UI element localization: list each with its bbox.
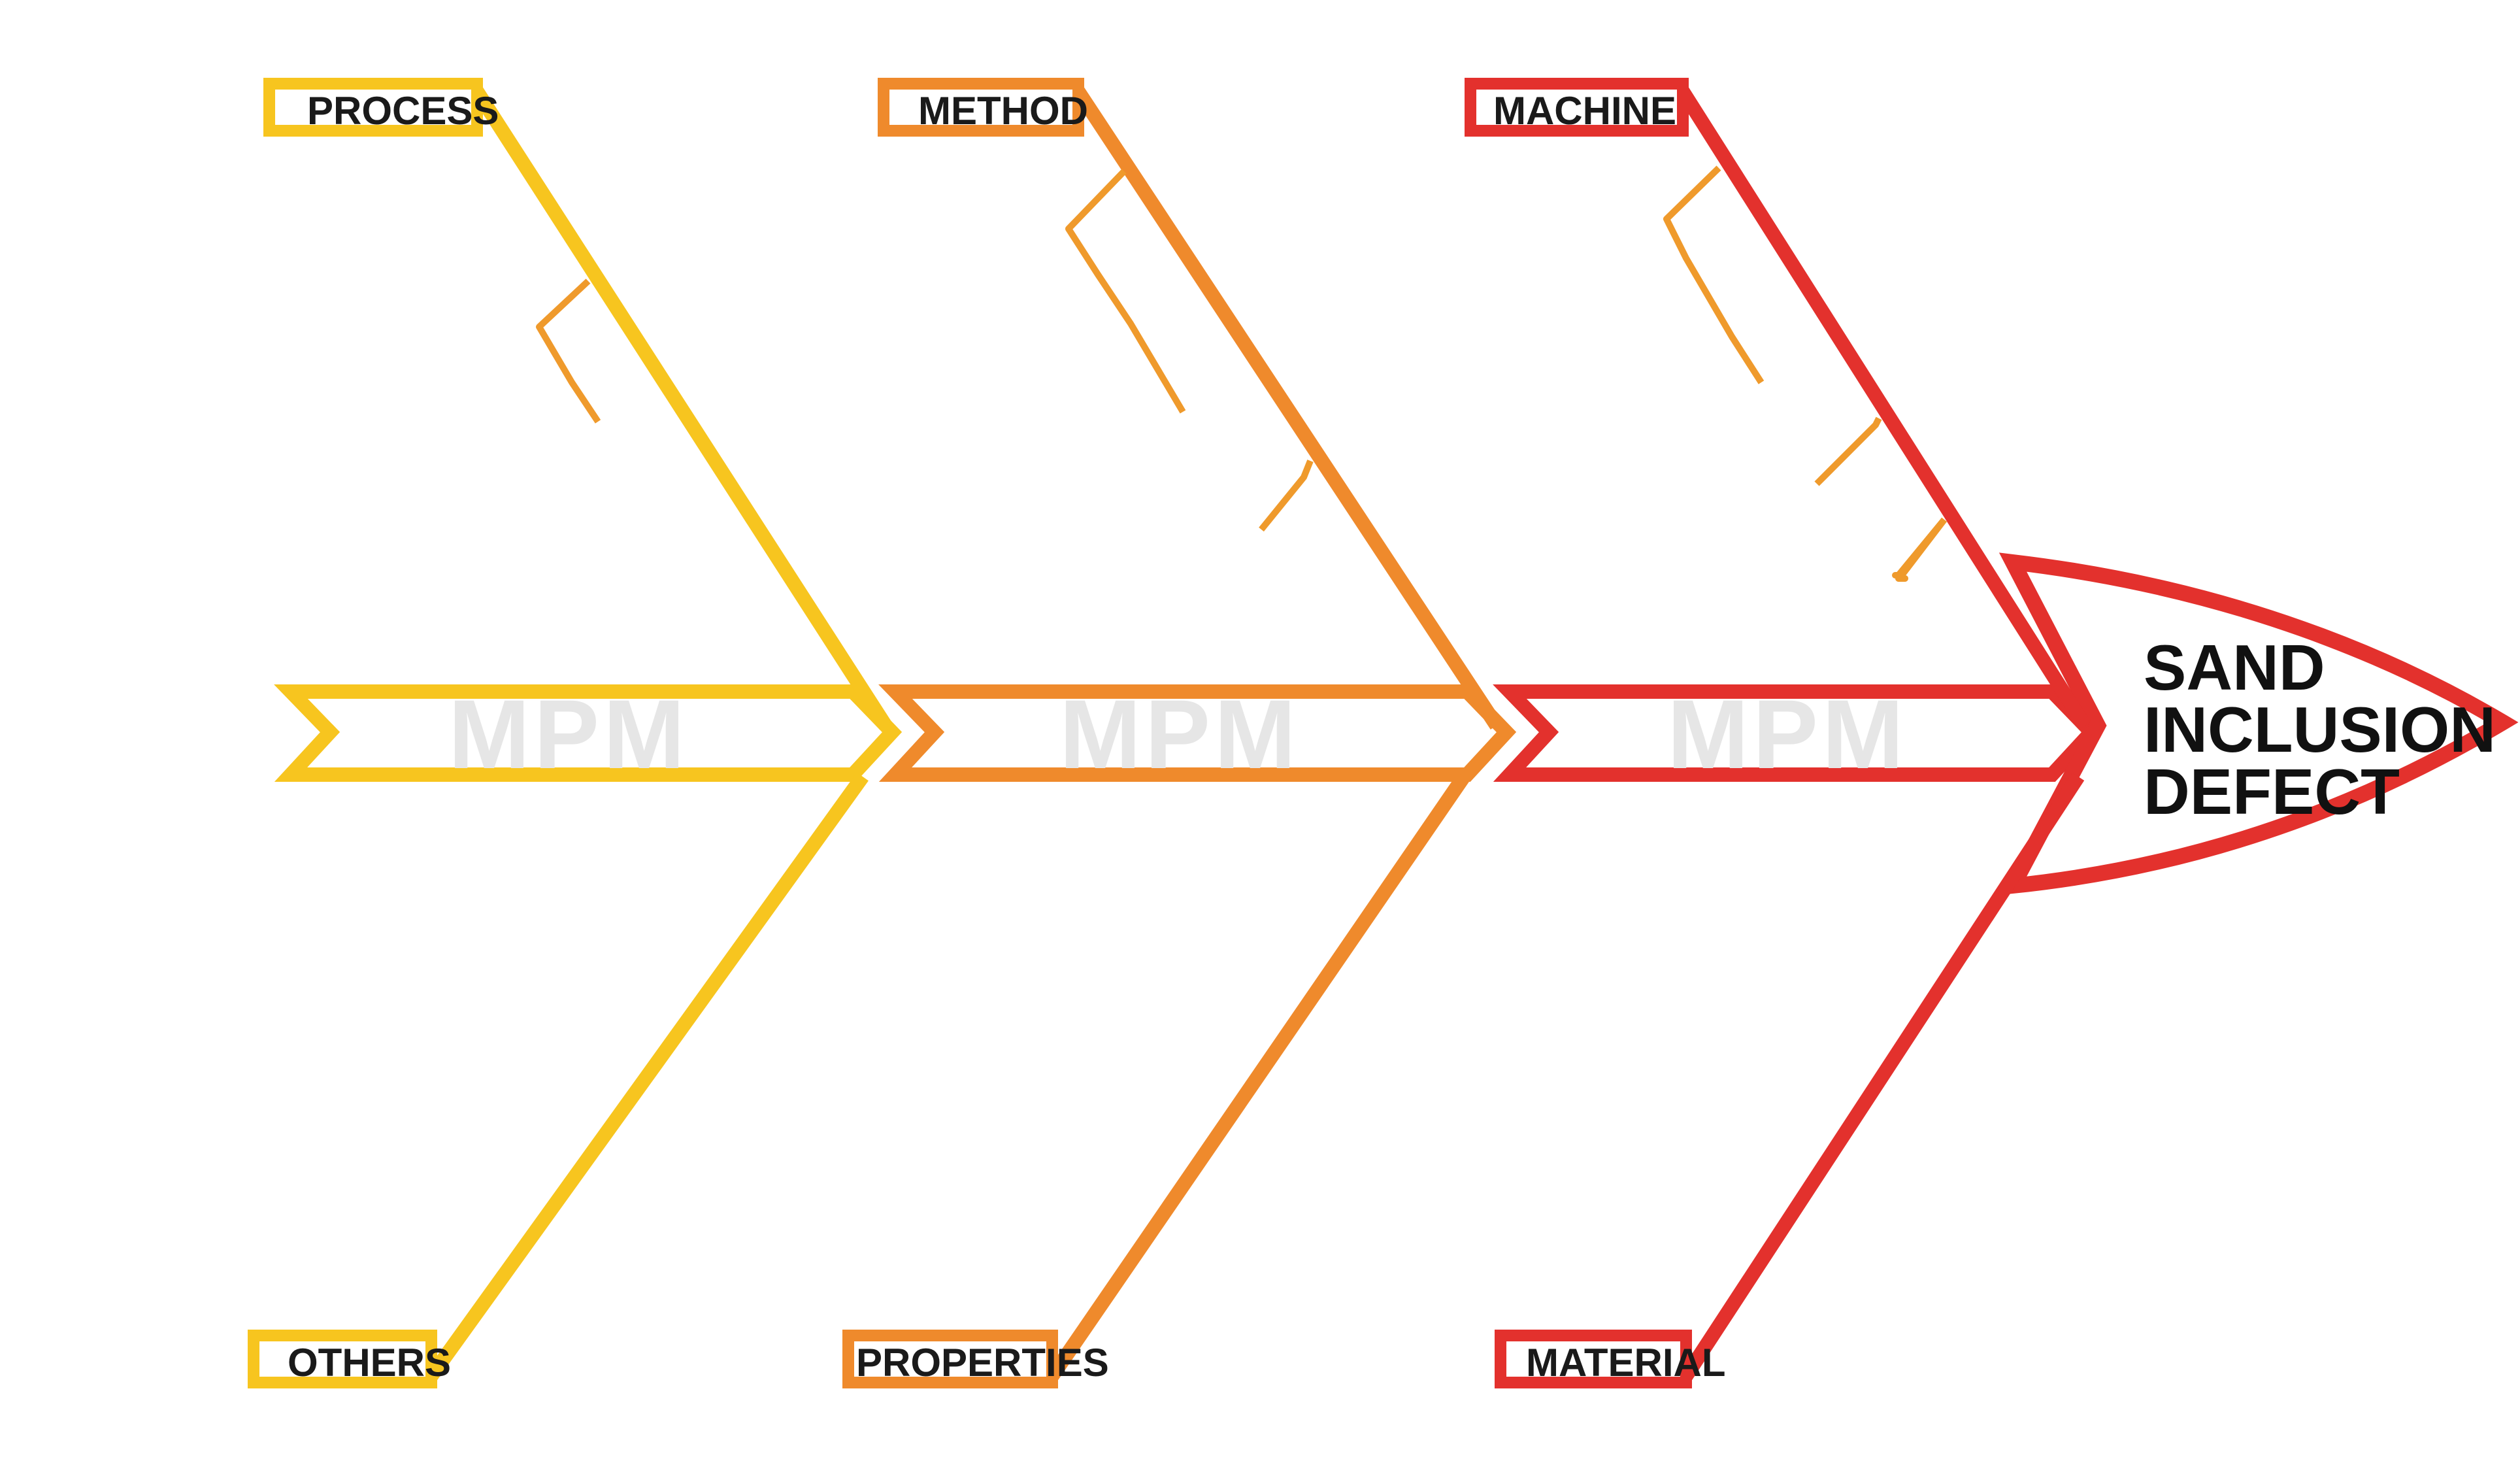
spine-segment-red: [1493, 684, 2102, 782]
connector-lines: [536, 165, 1947, 582]
rib-properties: [848, 772, 1470, 1383]
rib-others: [254, 772, 869, 1383]
category-method: METHOD: [918, 89, 1088, 133]
rib-machine: [1470, 84, 2091, 730]
rib-method: [884, 84, 1503, 730]
rib-material: [1500, 772, 2085, 1383]
category-machine: MACHINE: [1493, 89, 1676, 133]
category-others: OTHERS: [288, 1341, 451, 1385]
category-properties: PROPERTIES: [856, 1341, 1109, 1385]
tab-process: [263, 78, 483, 137]
rib-process: [269, 84, 892, 730]
watermark-2: MPM: [1059, 679, 1300, 789]
tab-method: [878, 78, 1084, 137]
effect-line-1: SAND: [2144, 631, 2325, 703]
effect-label: SAND INCLUSION DEFECT: [2144, 631, 2496, 828]
effect-line-2: INCLUSION: [2144, 694, 2496, 765]
spine-segment-yellow: [274, 684, 903, 782]
watermark-1: MPM: [448, 679, 689, 789]
tab-machine: [1465, 78, 1689, 137]
category-tabs: [248, 78, 1692, 1388]
tab-others: [248, 1330, 437, 1388]
tab-properties: [842, 1330, 1058, 1388]
category-process: PROCESS: [307, 89, 499, 133]
watermark-3: MPM: [1667, 679, 1908, 789]
fish-head: [1998, 552, 2519, 896]
effect-line-3: DEFECT: [2144, 756, 2400, 828]
category-material: MATERIAL: [1526, 1341, 1726, 1385]
tab-material: [1495, 1330, 1692, 1388]
